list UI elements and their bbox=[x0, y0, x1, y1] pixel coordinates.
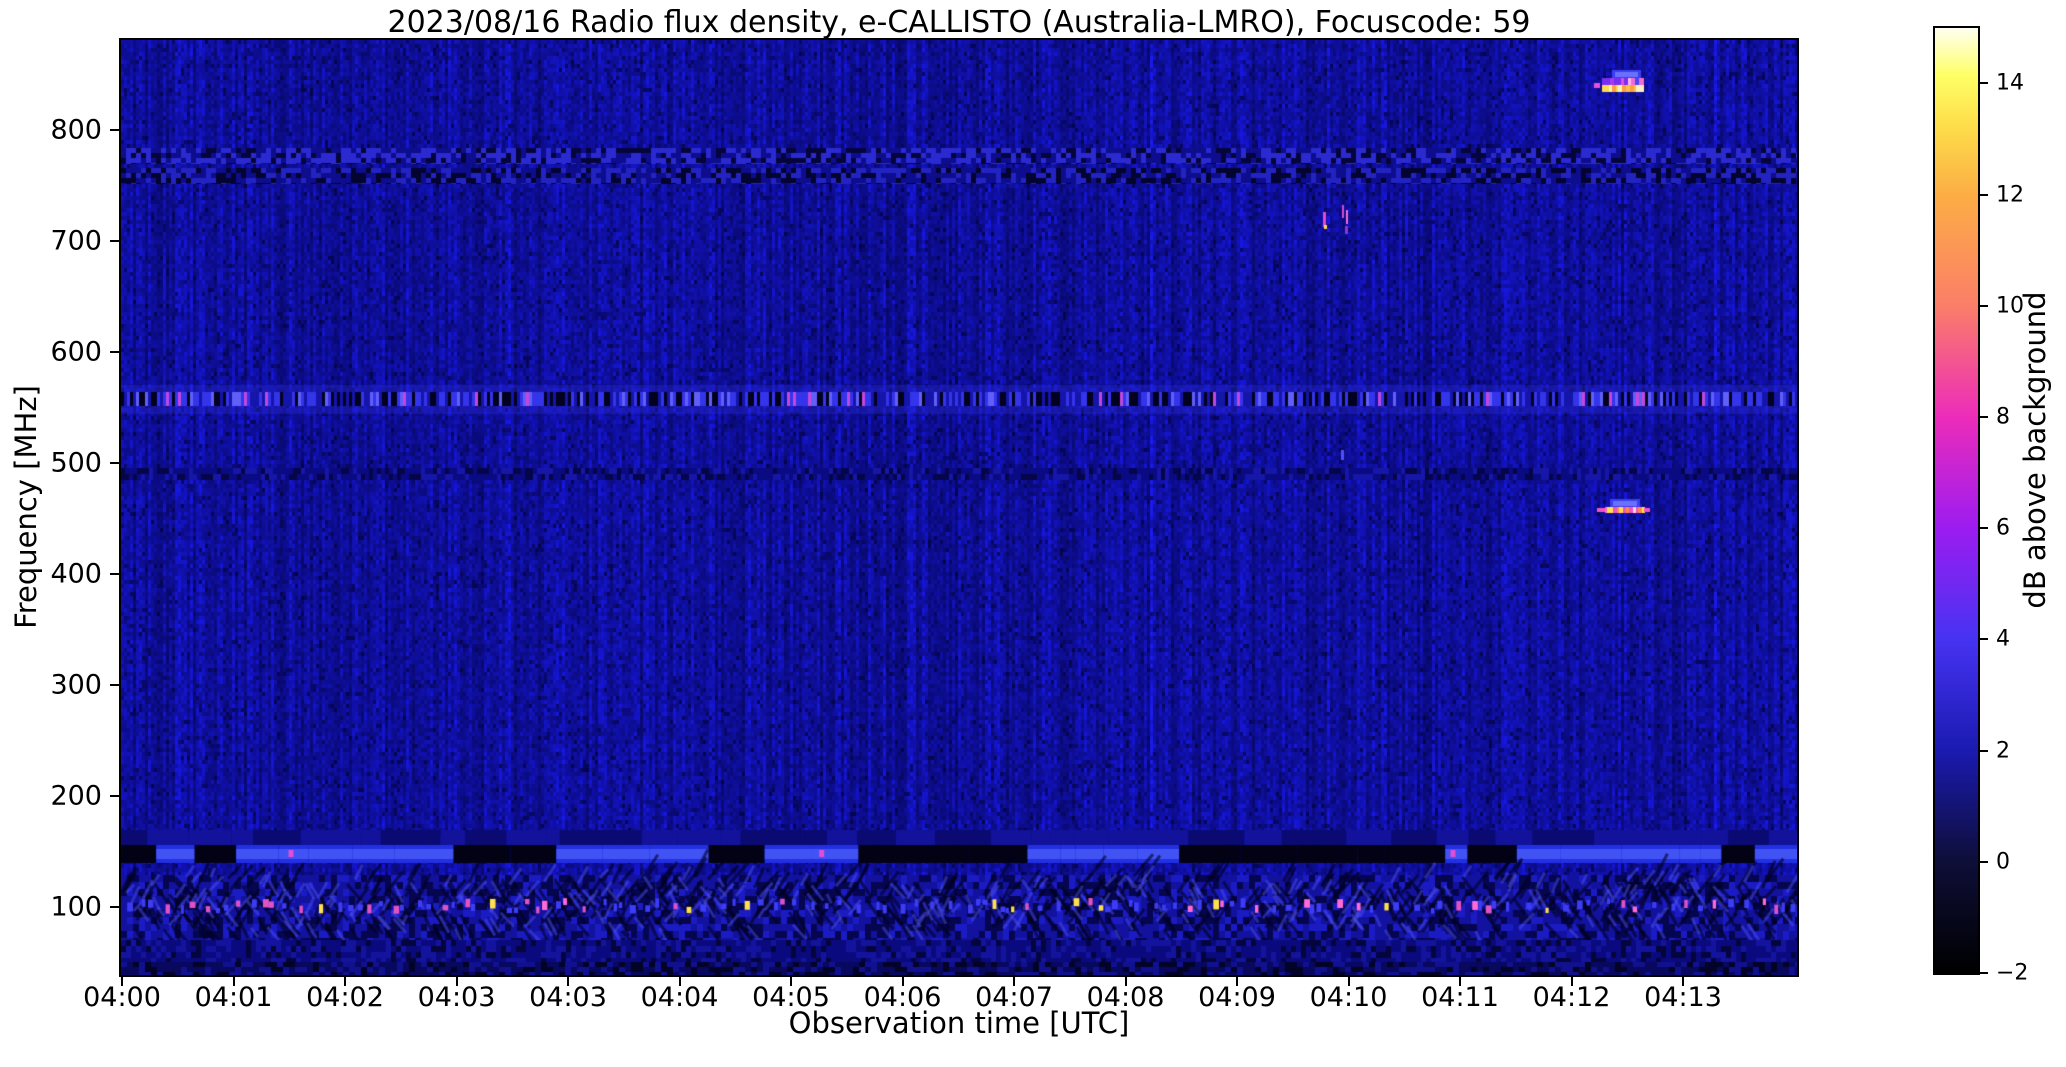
x-tick-mark bbox=[121, 977, 123, 986]
colorbar bbox=[1933, 26, 1980, 975]
x-tick-mark bbox=[1570, 977, 1573, 986]
colorbar-tick-mark bbox=[1980, 527, 1988, 530]
y-tick-mark bbox=[110, 684, 119, 686]
y-tick-mark bbox=[110, 240, 119, 242]
x-tick-mark bbox=[901, 977, 904, 986]
x-tick-label: 04:05 bbox=[752, 982, 830, 1013]
x-tick-mark bbox=[1682, 977, 1684, 986]
x-tick-mark bbox=[344, 977, 346, 986]
y-axis-label: Frequency [MHz] bbox=[9, 385, 43, 629]
x-tick-label: 04:13 bbox=[1644, 982, 1722, 1013]
colorbar-tick-mark bbox=[1980, 972, 1988, 974]
y-tick-label: 600 bbox=[50, 336, 102, 368]
colorbar-tick-mark bbox=[1980, 638, 1988, 641]
x-tick-label: 04:03 bbox=[529, 982, 607, 1013]
colorbar-tick-label: 0 bbox=[1996, 849, 2010, 875]
x-tick-mark bbox=[1347, 977, 1350, 986]
y-tick-label: 500 bbox=[50, 447, 102, 479]
x-tick-label: 04:12 bbox=[1532, 982, 1611, 1013]
colorbar-tick-mark bbox=[1980, 304, 1988, 307]
y-tick-label: 300 bbox=[50, 669, 102, 701]
colorbar-tick-mark bbox=[1980, 749, 1988, 752]
y-tick-label: 200 bbox=[50, 780, 102, 812]
colorbar-tick-label: 2 bbox=[1996, 738, 2010, 764]
x-tick-mark bbox=[1013, 977, 1015, 986]
x-tick-mark bbox=[1124, 977, 1127, 986]
x-tick-label: 04:02 bbox=[306, 982, 384, 1013]
y-tick-label: 400 bbox=[50, 558, 102, 590]
y-tick-mark bbox=[110, 795, 119, 797]
y-tick-mark bbox=[110, 906, 119, 908]
colorbar-tick-label: 6 bbox=[1996, 515, 2010, 541]
colorbar-tick-label: −2 bbox=[1996, 960, 2029, 986]
x-tick-label: 04:11 bbox=[1421, 982, 1499, 1013]
colorbar-tick-label: 14 bbox=[1996, 70, 2024, 96]
x-tick-label: 04:01 bbox=[194, 982, 273, 1013]
x-tick-label: 04:08 bbox=[1086, 982, 1165, 1013]
x-tick-mark bbox=[455, 977, 458, 986]
x-tick-mark bbox=[1459, 977, 1461, 986]
x-tick-mark bbox=[232, 977, 235, 986]
colorbar-tick-label: 4 bbox=[1996, 626, 2010, 652]
chart-title: 2023/08/16 Radio flux density, e-CALLIST… bbox=[387, 5, 1531, 40]
x-tick-mark bbox=[790, 977, 792, 986]
x-tick-label: 04:09 bbox=[1198, 982, 1276, 1013]
x-tick-mark bbox=[1236, 977, 1238, 986]
spectrogram-canvas bbox=[121, 40, 1797, 975]
y-tick-label: 100 bbox=[50, 891, 102, 923]
x-tick-label: 04:10 bbox=[1309, 982, 1388, 1013]
y-tick-mark bbox=[110, 462, 119, 464]
x-axis-label: Observation time [UTC] bbox=[788, 1006, 1130, 1040]
colorbar-label: dB above background bbox=[2018, 291, 2052, 609]
colorbar-tick-label: 8 bbox=[1996, 404, 2010, 430]
colorbar-tick-mark bbox=[1980, 193, 1988, 196]
x-tick-mark bbox=[678, 977, 681, 986]
x-tick-label: 04:07 bbox=[975, 982, 1053, 1013]
colorbar-gradient bbox=[1935, 28, 1978, 973]
y-tick-label: 700 bbox=[50, 225, 102, 257]
x-tick-label: 04:03 bbox=[417, 982, 496, 1013]
spectrogram-plot bbox=[119, 38, 1799, 977]
y-tick-label: 800 bbox=[50, 114, 102, 146]
colorbar-tick-label: 12 bbox=[1996, 182, 2024, 208]
colorbar-tick-mark bbox=[1980, 860, 1988, 863]
x-tick-mark bbox=[567, 977, 569, 986]
x-tick-label: 04:06 bbox=[863, 982, 942, 1013]
y-tick-mark bbox=[110, 351, 119, 353]
colorbar-tick-mark bbox=[1980, 82, 1988, 85]
colorbar-tick-mark bbox=[1980, 416, 1988, 418]
y-tick-mark bbox=[110, 573, 119, 575]
x-tick-label: 04:00 bbox=[83, 982, 161, 1013]
y-tick-mark bbox=[110, 129, 119, 131]
colorbar-tick-label: 10 bbox=[1996, 293, 2024, 319]
x-tick-label: 04:04 bbox=[640, 982, 719, 1013]
